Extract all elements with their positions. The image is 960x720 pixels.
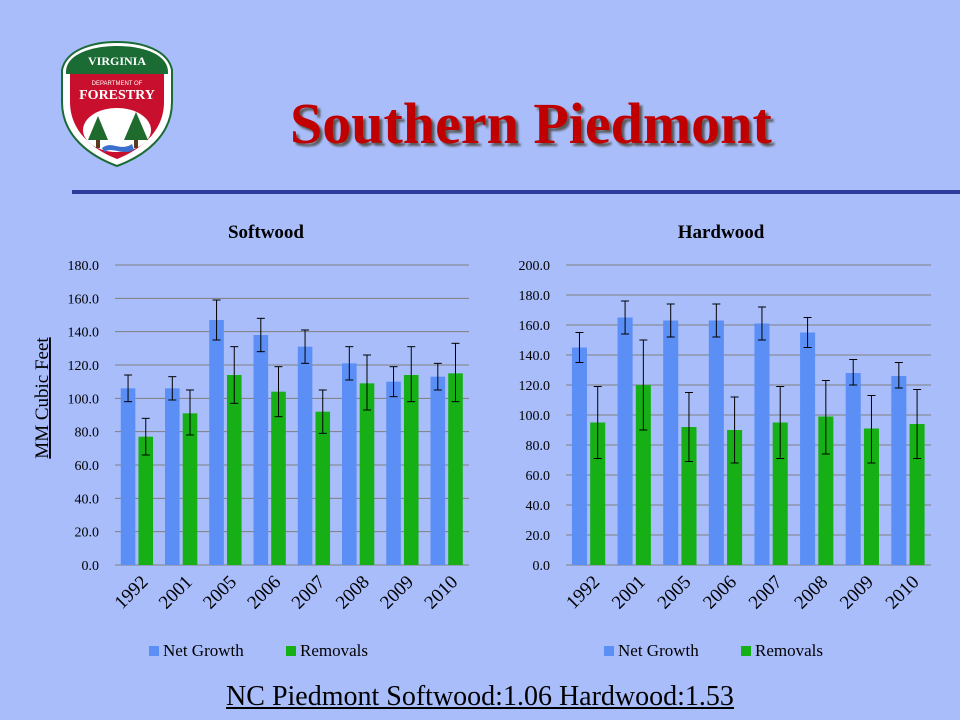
softwood-bar-net-growth	[165, 388, 180, 565]
hardwood-bar-net-growth	[891, 376, 907, 565]
hardwood-ytick-label: 160.0	[519, 319, 551, 334]
softwood-bar-removals	[138, 436, 154, 565]
softwood-ytick-label: 60.0	[75, 459, 100, 474]
hardwood-bar-net-growth	[663, 320, 679, 565]
softwood-ytick-label: 40.0	[75, 492, 100, 507]
hardwood-ytick-label: 20.0	[526, 529, 551, 544]
softwood-ytick-label: 80.0	[75, 426, 100, 441]
softwood-ytick-label: 20.0	[75, 526, 100, 541]
shield-top-band	[66, 46, 168, 74]
softwood-bar-removals	[271, 391, 286, 565]
softwood-bar-net-growth	[253, 335, 269, 565]
hardwood-ytick-label: 0.0	[533, 559, 551, 574]
softwood-chart: Softwood 0.0 20.0 40.0 60.0 80.0 100.0 120.0 140…	[32, 222, 469, 660]
softwood-legend-swatch-removals	[286, 646, 296, 656]
hardwood-legend-label-removals: Removals	[755, 641, 823, 660]
softwood-bar-net-growth	[386, 381, 401, 565]
softwood-category-label: 2009	[376, 572, 418, 614]
softwood-legend-label-removals: Removals	[300, 641, 368, 660]
hardwood-chart-title: Hardwood	[678, 222, 765, 243]
hardwood-category-label: 2009	[836, 572, 878, 614]
hardwood-category-label: 2001	[608, 572, 650, 614]
hardwood-ytick-label: 80.0	[526, 439, 551, 454]
hardwood-bar-net-growth	[754, 323, 770, 565]
hardwood-ytick-label: 200.0	[519, 259, 551, 274]
softwood-bar-removals	[226, 375, 242, 565]
hardwood-bar-net-growth	[708, 320, 724, 565]
slide-title: Southern Piedmont	[290, 91, 772, 156]
title-divider	[72, 190, 960, 194]
softwood-category-label: 2005	[199, 572, 241, 614]
hardwood-category-label: 1992	[562, 572, 604, 614]
softwood-ytick-label: 0.0	[82, 559, 100, 574]
softwood-ytick-label: 100.0	[68, 392, 100, 407]
softwood-ytick-label: 140.0	[68, 326, 100, 341]
softwood-category-label: 2007	[288, 572, 330, 614]
softwood-chart-title: Softwood	[228, 222, 304, 243]
hardwood-category-label: 2005	[654, 572, 696, 614]
softwood-bar-net-growth	[120, 388, 136, 565]
hardwood-bar-removals	[727, 430, 743, 565]
softwood-bar-net-growth	[430, 376, 446, 565]
water-icon	[102, 144, 134, 152]
hardwood-ytick-label: 100.0	[519, 409, 551, 424]
hardwood-category-label: 2007	[745, 572, 787, 614]
hardwood-ytick-label: 40.0	[526, 499, 551, 514]
hardwood-bar-net-growth	[800, 332, 816, 565]
softwood-ytick-label: 160.0	[68, 292, 100, 307]
softwood-ytick-label: 120.0	[68, 359, 100, 374]
hardwood-ytick-label: 180.0	[519, 289, 551, 304]
hardwood-category-label: 2010	[882, 572, 924, 614]
softwood-category-label: 2001	[155, 572, 197, 614]
virginia-forestry-logo: VIRGINIA DEPARTMENT OF FORESTRY	[61, 40, 173, 168]
logo-mid-text: DEPARTMENT OF	[92, 81, 143, 87]
softwood-bar-net-growth	[209, 320, 224, 565]
hardwood-bar-net-growth	[571, 347, 587, 565]
softwood-bar-removals	[448, 373, 463, 565]
softwood-bar-removals	[359, 383, 375, 565]
softwood-category-label: 2008	[332, 572, 374, 614]
softwood-category-label: 1992	[111, 572, 153, 614]
footer-note: NC Piedmont Softwood:1.06 Hardwood:1.53	[226, 681, 734, 712]
hardwood-ytick-label: 60.0	[526, 469, 551, 484]
softwood-legend-swatch-net-growth	[149, 646, 159, 656]
softwood-legend-label-net-growth: Net Growth	[163, 641, 244, 660]
hardwood-ytick-label: 120.0	[519, 379, 551, 394]
softwood-bar-removals	[182, 413, 198, 565]
softwood-bar-removals	[315, 411, 331, 565]
softwood-category-label: 2006	[243, 572, 285, 614]
hardwood-category-label: 2008	[790, 572, 832, 614]
hardwood-bar-net-growth	[617, 317, 633, 565]
softwood-bar-net-growth	[342, 363, 357, 565]
softwood-y-axis-label: MM Cubic Feet	[32, 337, 53, 459]
hardwood-legend-swatch-removals	[741, 646, 751, 656]
left-tree-icon	[88, 116, 108, 140]
hardwood-bar-net-growth	[845, 373, 861, 565]
hardwood-legend-swatch-net-growth	[604, 646, 614, 656]
softwood-bar-net-growth	[297, 346, 313, 565]
softwood-bar-removals	[403, 375, 419, 565]
hardwood-bar-removals	[909, 424, 925, 565]
softwood-category-label: 2010	[420, 572, 462, 614]
hardwood-chart: Hardwood 0.0 20.0 40.0 60.0 80.0 100.0 120.0 140…	[519, 222, 931, 660]
hardwood-ytick-label: 140.0	[519, 349, 551, 364]
logo-main-text: FORESTRY	[79, 88, 155, 103]
softwood-ytick-label: 180.0	[68, 259, 100, 274]
right-tree-icon	[124, 112, 148, 140]
logo-top-text: VIRGINIA	[88, 54, 146, 68]
hardwood-legend-label-net-growth: Net Growth	[618, 641, 699, 660]
hardwood-category-label: 2006	[699, 572, 741, 614]
